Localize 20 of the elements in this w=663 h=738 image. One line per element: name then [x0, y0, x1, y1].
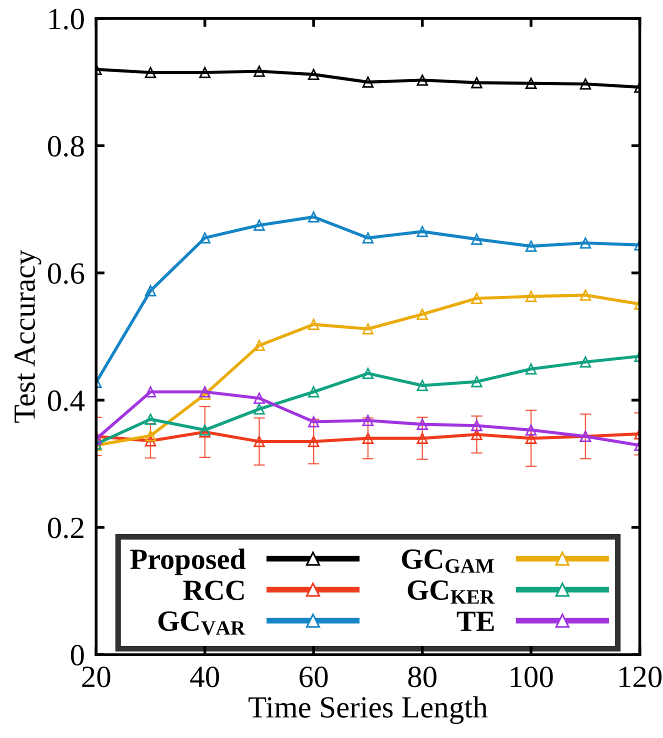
x-tick-label: 80	[408, 666, 436, 688]
y-tick-label: 0.4	[48, 390, 85, 412]
legend-label: GC$_{KER}$	[408, 580, 495, 604]
legend-label: RCC	[183, 580, 244, 600]
x-axis-title: Time Series Length	[248, 696, 488, 724]
y-tick-label: 1.0	[50, 8, 84, 30]
legend-label: GC$_{GAM}$	[402, 549, 494, 573]
y-tick-label: 0.6	[48, 263, 84, 284]
y-tick-label: 0.8	[48, 136, 84, 157]
legend-label: TE	[456, 612, 494, 631]
legend-label: GC$_{VAR}$	[158, 611, 246, 635]
y-tick-label: 0	[70, 644, 84, 666]
legend-label: Proposed	[130, 548, 246, 576]
x-tick-label: 20	[82, 666, 110, 688]
x-tick-label: 60	[300, 666, 328, 688]
y-axis-title: Test Accuracy	[14, 250, 42, 423]
y-tick-label: 0.2	[48, 518, 84, 538]
x-tick-label: 120	[620, 666, 662, 688]
x-tick-label: 40	[190, 666, 219, 688]
x-tick-label: 100	[510, 666, 553, 688]
